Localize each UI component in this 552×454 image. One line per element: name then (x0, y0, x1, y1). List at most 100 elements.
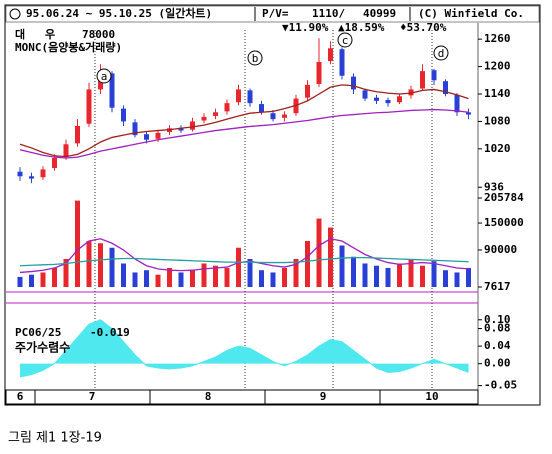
stock-name: 대 우 (15, 27, 55, 41)
y-tick-label: 0.08 (484, 322, 511, 335)
volume-bar (224, 267, 230, 287)
candle-body (213, 112, 218, 116)
volume-bar (466, 267, 471, 287)
candle-body (408, 89, 414, 96)
volume-bar (259, 270, 264, 287)
volume-bar (98, 243, 103, 287)
volume-bar (293, 258, 299, 287)
x-tick-label: 7 (89, 390, 96, 403)
candle-body (374, 97, 379, 101)
volume-bar (121, 263, 126, 287)
annotation: ▼11.90% (282, 21, 329, 34)
volume-bar (374, 265, 379, 287)
candle-body (466, 112, 471, 115)
volume-bar (443, 270, 448, 287)
y-tick-label: 1260 (484, 32, 511, 45)
volume-bar (178, 272, 184, 287)
candle-body (397, 96, 402, 103)
x-tick-label: 8 (205, 390, 212, 403)
candle-body (132, 122, 138, 136)
candle-body (224, 103, 230, 112)
candle-body (190, 121, 195, 130)
candle-body (40, 169, 46, 178)
volume-bar (86, 241, 92, 287)
y-tick-label: 0.10 (484, 313, 511, 326)
candle-body (454, 94, 460, 113)
candle-body (270, 113, 276, 120)
volume-bar (408, 258, 414, 287)
volume-bar (40, 272, 46, 287)
marker-circle (247, 50, 263, 66)
moving-average (19, 108, 469, 159)
candle-body (282, 114, 287, 118)
candle-body (328, 48, 333, 62)
volume-bar (132, 272, 138, 287)
volume-bar (201, 263, 207, 287)
copyright: (C) Winfield Co. (418, 7, 524, 20)
header-icon (9, 8, 21, 20)
candle-body (362, 90, 368, 99)
volume-bar (351, 256, 356, 287)
volume-bar (144, 270, 149, 287)
marker-label: a (101, 70, 108, 83)
header-title: 95.06.24 ~ 95.10.25 (일간차트) (26, 6, 212, 20)
y-tick-label: 1080 (484, 114, 511, 127)
y-tick-label: 7617 (484, 280, 511, 293)
volume-bar (328, 227, 333, 287)
marker-circle (433, 45, 449, 61)
volume-bar (167, 267, 172, 287)
volume-bar (454, 272, 460, 287)
x-tick-label: 9 (320, 390, 327, 403)
candle-body (339, 49, 345, 76)
y-tick-label: 205784 (484, 191, 524, 204)
volume-bar (155, 274, 161, 287)
volume-bar (362, 263, 368, 287)
marker-circle (96, 68, 112, 84)
volume-bar (29, 274, 34, 287)
price-label: 78000 (82, 28, 115, 41)
candle-body (86, 89, 92, 124)
candle-body (178, 127, 184, 131)
candle-body (52, 158, 57, 169)
x-axis-bar (5, 389, 479, 405)
candle-body (259, 104, 264, 113)
y-tick-label: 0.04 (484, 339, 511, 352)
x-tick-label: 10 (425, 390, 438, 403)
chart-subtitle: MONC(음양봉&거래량) (15, 40, 122, 54)
volume-bar (52, 267, 57, 287)
volume-bar (17, 276, 23, 287)
x-tick-label: 6 (17, 390, 24, 403)
y-tick-label: -0.05 (484, 379, 517, 392)
volume-bar (236, 247, 241, 287)
candle-body (236, 89, 241, 103)
candle-body (75, 126, 80, 144)
volume-bar (213, 265, 218, 287)
marker-label: d (438, 47, 445, 60)
volume-bar (316, 218, 322, 287)
candle-body (17, 171, 23, 177)
candle-body (29, 176, 34, 179)
marker-circle (337, 32, 353, 48)
candle-body (385, 99, 391, 104)
annotation: ▲18.59% (338, 21, 385, 34)
y-tick-label: 150000 (484, 216, 524, 229)
y-tick-label: 1140 (484, 87, 511, 100)
pv-label: P/V= (262, 7, 289, 20)
candle-body (443, 81, 448, 94)
oscillator-value: -0.019 (90, 326, 130, 339)
candle-body (109, 73, 115, 108)
volume-bar (339, 245, 345, 287)
volume-bar (305, 241, 310, 287)
candle-body (201, 116, 207, 121)
volume-bar (109, 247, 115, 287)
y-tick-label: 1200 (484, 60, 511, 73)
oscillator-line (19, 319, 469, 378)
candle-body (316, 62, 322, 84)
annotation: ♦53.70% (400, 21, 447, 34)
candle-body (247, 90, 253, 104)
candle-body (431, 70, 437, 81)
oscillator-subtitle: 주가수렴수 (15, 340, 70, 355)
volume-bar (397, 263, 402, 287)
candle-body (144, 134, 149, 140)
oscillator-title: PC06/25 (15, 326, 61, 339)
